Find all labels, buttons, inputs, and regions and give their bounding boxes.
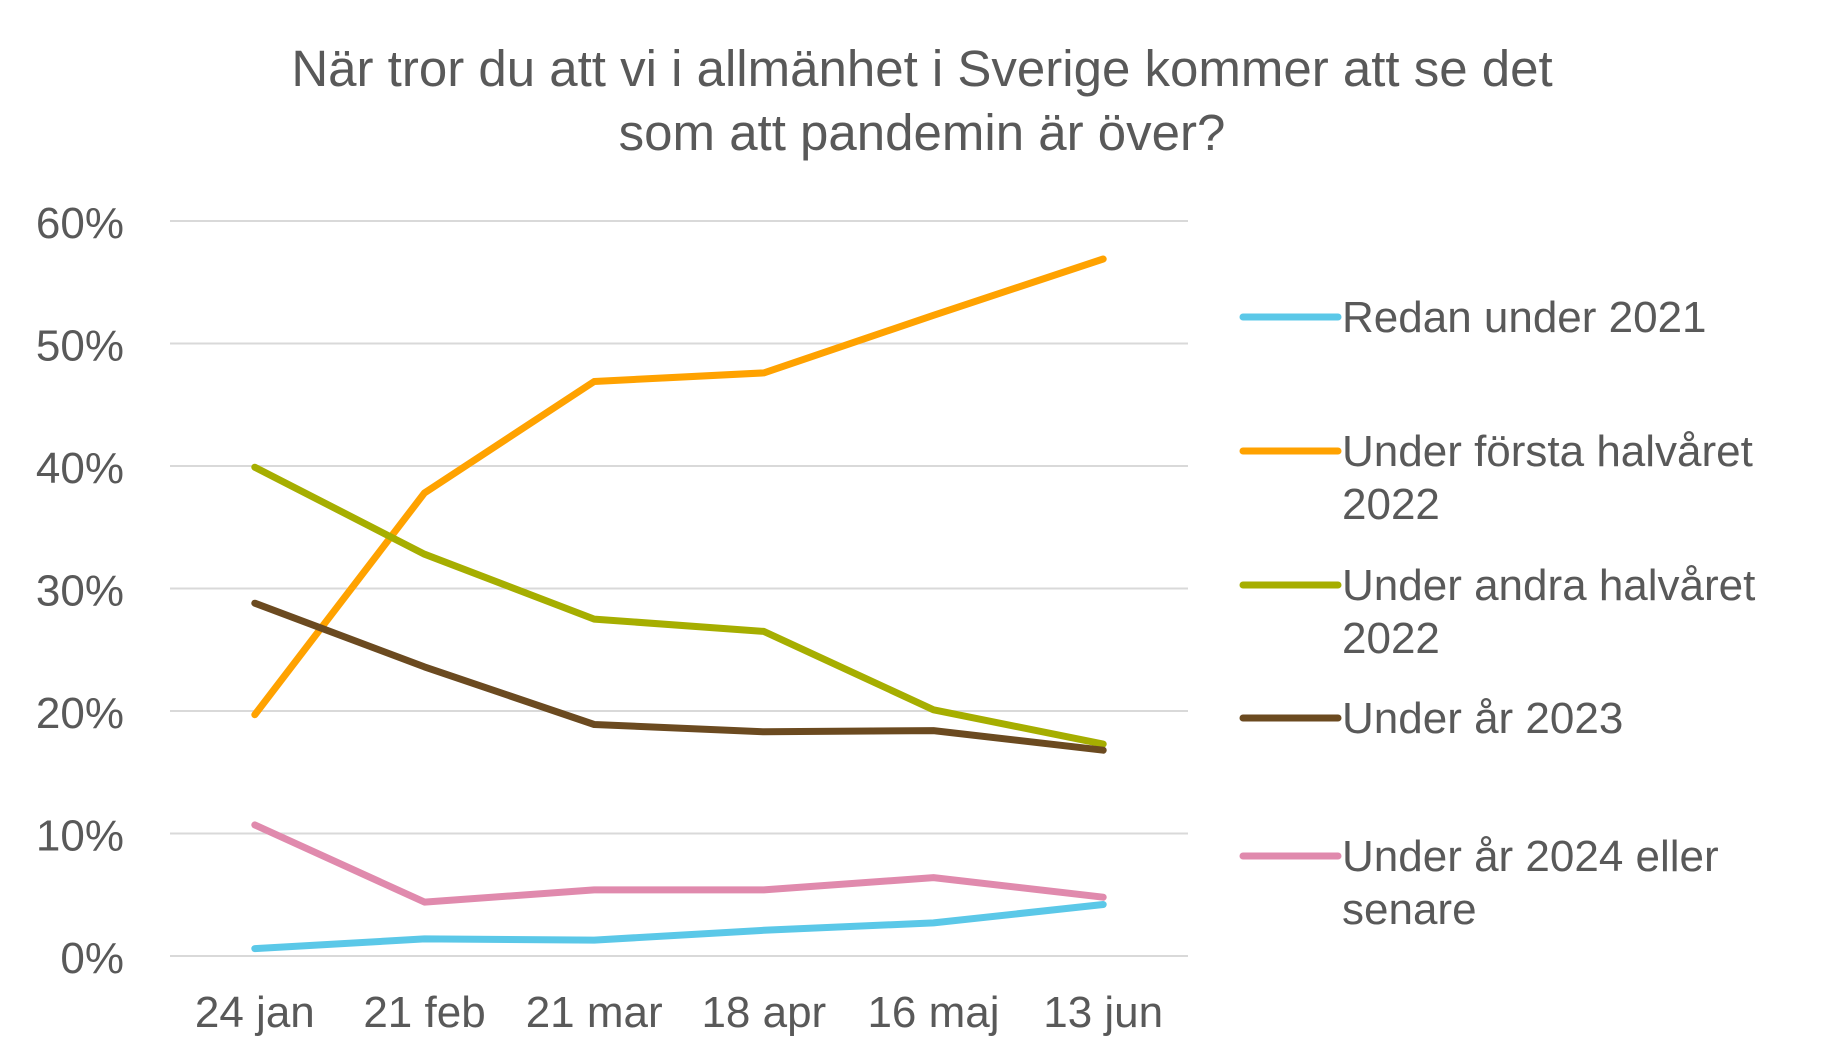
series-line: [251, 821, 1107, 906]
series-line: [251, 599, 1107, 754]
legend-label: 2022: [1342, 614, 1440, 663]
y-tick-label: 60%: [36, 199, 124, 248]
data-point: [254, 824, 256, 826]
data-point: [763, 372, 765, 374]
data-point: [424, 553, 425, 555]
gridlines: [170, 220, 1188, 957]
data-point: [424, 666, 425, 668]
data-point: [933, 709, 934, 711]
y-tick-label: 40%: [36, 444, 124, 493]
data-point: [763, 630, 765, 632]
data-point: [1102, 904, 1104, 906]
x-tick-label: 21 mar: [526, 988, 663, 1037]
data-point: [933, 314, 934, 316]
x-tick-label: 16 maj: [867, 988, 999, 1037]
data-point: [593, 380, 595, 382]
data-point: [254, 948, 256, 950]
y-tick-label: 20%: [36, 689, 124, 738]
x-tick-label: 18 apr: [701, 988, 826, 1037]
data-point: [254, 466, 256, 468]
x-tick-label: 13 jun: [1043, 988, 1163, 1037]
data-point: [1102, 743, 1104, 745]
series-lines: [251, 255, 1107, 953]
data-point: [1102, 749, 1104, 751]
x-tick-label: 21 feb: [363, 988, 485, 1037]
data-point: [763, 929, 765, 931]
data-point: [424, 938, 425, 940]
legend-label: 2022: [1342, 480, 1440, 529]
data-point: [254, 714, 256, 716]
data-point: [593, 723, 595, 725]
x-tick-label: 24 jan: [195, 988, 315, 1037]
data-point: [933, 877, 934, 879]
series-line: [251, 901, 1107, 953]
chart-title: När tror du att vi i allmänhet i Sverige…: [291, 40, 1552, 161]
data-point: [1102, 896, 1104, 898]
y-tick-label: 50%: [36, 322, 124, 371]
data-point: [424, 901, 425, 903]
data-point: [593, 939, 595, 941]
data-point: [933, 922, 934, 924]
legend-label: Under år 2024 eller: [1342, 832, 1719, 881]
y-axis: 0% 10% 20% 30% 40% 50% 60%: [36, 199, 124, 983]
legend-item: Under år 2023: [1239, 694, 1623, 743]
chart-title-line-2: som att pandemin är över?: [619, 104, 1226, 161]
legend-label: Redan under 2021: [1342, 293, 1707, 342]
series-line: [251, 463, 1107, 748]
data-point: [933, 730, 934, 732]
series-line: [251, 255, 1107, 719]
x-axis: 24 jan 21 feb 21 mar 18 apr 16 maj 13 jun: [195, 988, 1163, 1037]
y-tick-label: 0%: [60, 934, 124, 983]
data-point: [593, 889, 595, 891]
legend-label: Under första halvåret: [1342, 427, 1753, 476]
data-point: [254, 602, 256, 604]
y-tick-label: 10%: [36, 812, 124, 861]
legend-label: senare: [1342, 885, 1477, 934]
data-point: [1102, 258, 1104, 260]
legend-label: Under år 2023: [1342, 694, 1623, 743]
y-tick-label: 30%: [36, 567, 124, 616]
legend-label: Under andra halvåret: [1342, 561, 1755, 610]
data-point: [763, 889, 765, 891]
legend-item: Redan under 2021: [1239, 293, 1707, 342]
data-point: [763, 731, 765, 733]
data-point: [593, 618, 595, 620]
chart-title-line-1: När tror du att vi i allmänhet i Sverige…: [291, 40, 1552, 97]
data-point: [424, 492, 425, 494]
